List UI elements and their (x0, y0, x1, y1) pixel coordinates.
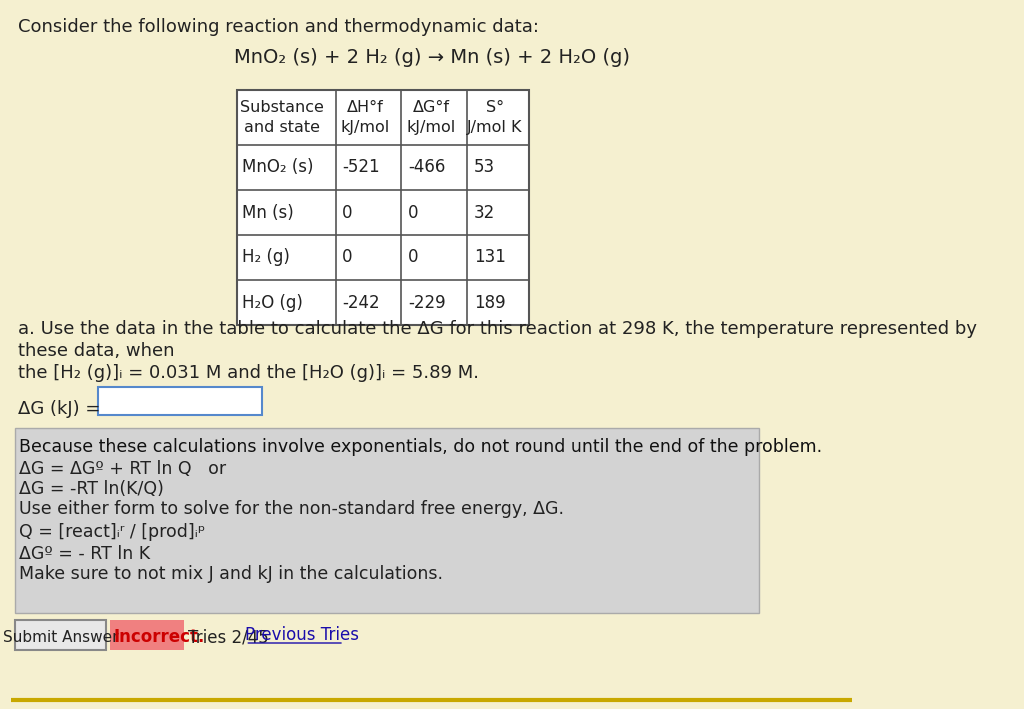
Text: -229: -229 (408, 294, 445, 311)
Text: Tries 2/45: Tries 2/45 (187, 628, 268, 646)
Text: -521: -521 (342, 159, 380, 177)
Bar (15, 428, 759, 613)
Text: MnO₂ (s): MnO₂ (s) (242, 159, 313, 177)
Text: -466: -466 (408, 159, 445, 177)
Bar (97, 387, 262, 415)
Bar (238, 90, 528, 325)
Text: the [H₂ (g)]ᵢ = 0.031 M and the [H₂O (g)]ᵢ = 5.89 M.: the [H₂ (g)]ᵢ = 0.031 M and the [H₂O (g)… (17, 364, 479, 382)
Text: 189: 189 (474, 294, 505, 311)
Text: Use either form to solve for the non-standard free energy, ΔG.: Use either form to solve for the non-sta… (19, 500, 564, 518)
Text: 0: 0 (342, 203, 353, 221)
Text: Mn (s): Mn (s) (242, 203, 294, 221)
Text: a. Use the data in the table to calculate the ΔG for this reaction at 298 K, the: a. Use the data in the table to calculat… (17, 320, 977, 338)
Text: Because these calculations involve exponentials, do not round until the end of t: Because these calculations involve expon… (19, 438, 822, 456)
Text: S°
J/mol K: S° J/mol K (467, 100, 522, 135)
Bar (15, 620, 105, 650)
Text: ΔH°f
kJ/mol: ΔH°f kJ/mol (341, 100, 390, 135)
Text: 53: 53 (474, 159, 495, 177)
Text: MnO₂ (s) + 2 H₂ (g) → Mn (s) + 2 H₂O (g): MnO₂ (s) + 2 H₂ (g) → Mn (s) + 2 H₂O (g) (233, 48, 630, 67)
Text: Q = [react]ᵢʳ / [prod]ᵢᵖ: Q = [react]ᵢʳ / [prod]ᵢᵖ (19, 523, 206, 541)
Text: 0: 0 (408, 248, 419, 267)
Text: Consider the following reaction and thermodynamic data:: Consider the following reaction and ther… (17, 18, 539, 36)
Text: Make sure to not mix J and kJ in the calculations.: Make sure to not mix J and kJ in the cal… (19, 565, 443, 583)
Text: Substance
and state: Substance and state (240, 100, 324, 135)
Text: 0: 0 (408, 203, 419, 221)
Text: Incorrect.: Incorrect. (114, 628, 205, 646)
Text: 32: 32 (474, 203, 495, 221)
Text: ΔG (kJ) =: ΔG (kJ) = (17, 400, 100, 418)
Text: ΔG = -RT ln(K/Q): ΔG = -RT ln(K/Q) (19, 480, 164, 498)
Text: these data, when: these data, when (17, 342, 174, 360)
Text: Previous Tries: Previous Tries (246, 626, 359, 644)
Bar (110, 620, 183, 650)
Text: H₂O (g): H₂O (g) (242, 294, 303, 311)
Text: ΔG°f
kJ/mol: ΔG°f kJ/mol (407, 100, 456, 135)
Text: H₂ (g): H₂ (g) (242, 248, 290, 267)
Text: -242: -242 (342, 294, 380, 311)
Text: Submit Answer: Submit Answer (3, 630, 119, 644)
Text: ΔG = ΔGº + RT ln Q   or: ΔG = ΔGº + RT ln Q or (19, 460, 226, 478)
Text: 0: 0 (342, 248, 353, 267)
Text: 131: 131 (474, 248, 506, 267)
Text: ΔGº = - RT ln K: ΔGº = - RT ln K (19, 545, 151, 563)
